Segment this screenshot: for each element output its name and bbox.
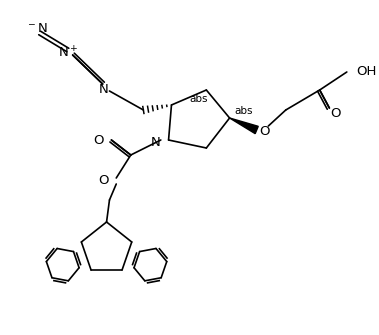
Text: O: O: [259, 125, 270, 137]
Text: N$^+$: N$^+$: [58, 45, 78, 61]
Text: abs: abs: [189, 94, 207, 104]
Text: O: O: [98, 174, 108, 187]
Text: O: O: [330, 107, 340, 120]
Text: N: N: [151, 135, 161, 148]
Text: O: O: [93, 134, 103, 146]
Text: $^-$N: $^-$N: [26, 21, 48, 35]
Text: abs: abs: [235, 106, 253, 116]
Text: OH: OH: [357, 65, 377, 77]
Polygon shape: [230, 118, 258, 134]
Text: N: N: [99, 82, 108, 95]
